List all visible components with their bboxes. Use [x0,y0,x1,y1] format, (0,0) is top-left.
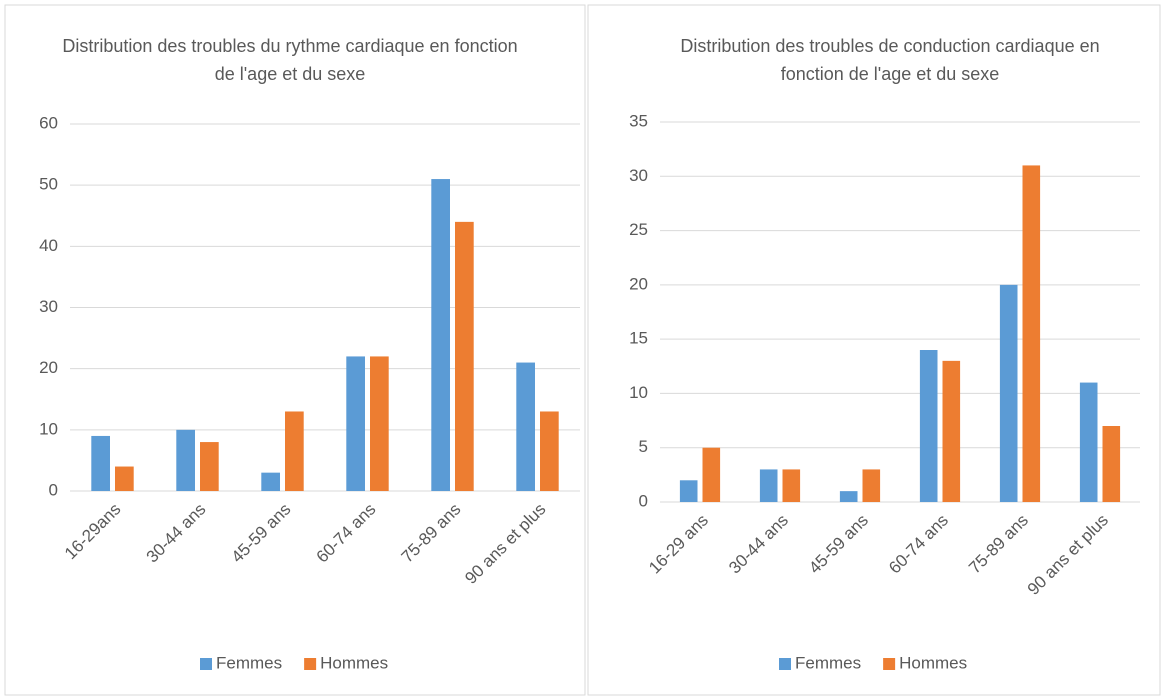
legend-swatch [883,658,896,670]
bar [455,221,474,491]
x-tick-label: 75-89 ans [965,511,1032,578]
chart-title: Distribution des troubles de conduction … [680,36,1100,84]
y-tick-label: 25 [629,220,648,239]
y-tick-label: 10 [629,383,648,402]
bar [285,411,304,491]
bar [516,362,535,491]
legend-label: Hommes [899,653,967,672]
legend-swatch [200,658,212,670]
bar [839,491,858,502]
bar [942,360,961,502]
bar [679,480,698,502]
y-tick-label: 5 [639,437,648,456]
legend-label: Hommes [320,653,388,672]
x-tick-label: 90 ans et plus [1024,511,1112,599]
y-tick-label: 0 [639,491,648,510]
y-tick-label: 30 [39,297,58,316]
y-tick-label: 20 [629,274,648,293]
bar [702,447,721,502]
y-tick-label: 10 [39,419,58,438]
x-tick-label: 60-74 ans [885,511,952,578]
y-tick-label: 30 [629,166,648,185]
bar [346,356,365,491]
x-tick-label: 30-44 ans [725,511,792,578]
x-tick-label: 75-89 ans [398,500,465,567]
bar [176,429,195,491]
bar [370,356,389,491]
legend-swatch [779,658,791,670]
legend-label: Femmes [216,653,282,672]
bar [759,469,778,502]
y-tick-label: 20 [39,358,58,377]
y-tick-label: 60 [39,113,58,132]
legend-swatch [304,658,317,670]
bar [540,411,559,491]
x-tick-label: 30-44 ans [143,500,210,567]
x-tick-label: 16-29 ans [645,511,712,578]
bar [91,435,110,491]
y-tick-label: 50 [39,175,58,194]
panel-border [4,4,586,696]
x-tick-label: 45-59 ans [805,511,872,578]
bar [782,469,801,502]
x-tick-label: 90 ans et plus [461,500,549,588]
legend-label: Femmes [795,653,861,672]
x-tick-label: 16-29ans [61,500,125,564]
bar [1079,382,1098,502]
y-tick-label: 15 [629,329,648,348]
y-tick-label: 35 [629,111,648,130]
chart-title: Distribution des troubles du rythme card… [62,36,518,84]
bar [431,179,450,492]
bar [1102,426,1121,502]
y-tick-label: 0 [49,480,58,499]
bar [919,350,938,502]
bar [261,472,280,491]
bar [200,442,219,491]
panel-border [587,4,1161,696]
bar [1022,165,1041,502]
bar [999,284,1018,502]
bar [862,469,881,502]
x-tick-label: 60-74 ans [313,500,380,567]
y-tick-label: 40 [39,236,58,255]
bar [115,466,134,491]
x-tick-label: 45-59 ans [228,500,295,567]
